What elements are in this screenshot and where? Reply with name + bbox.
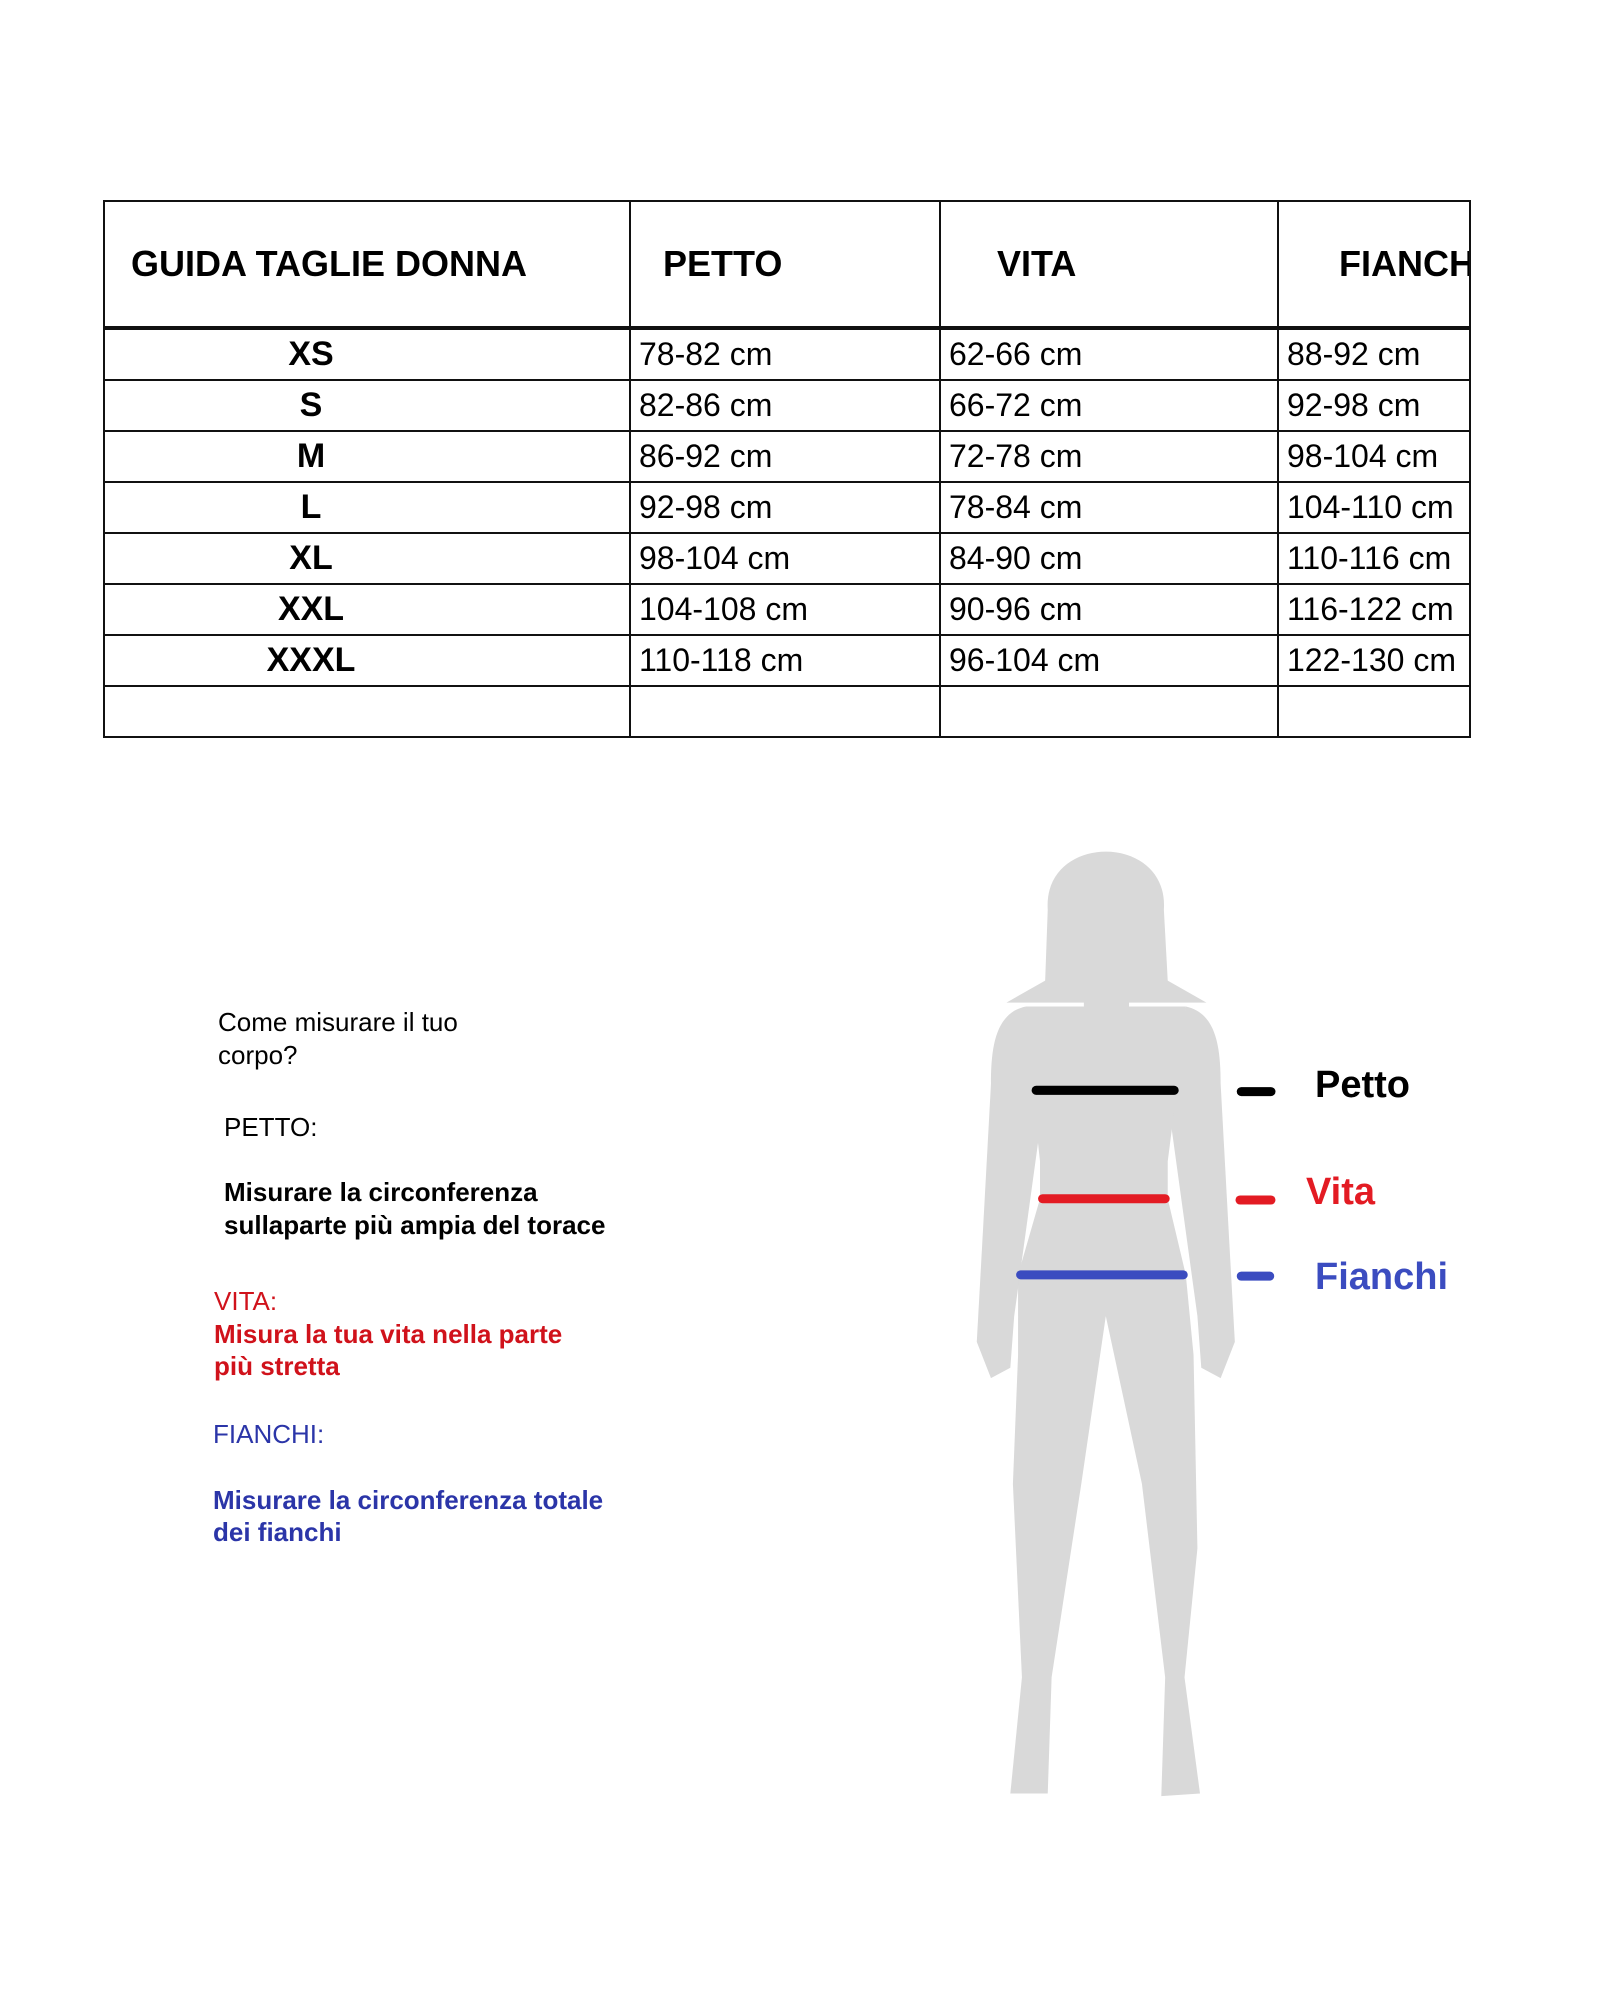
vita-cell: 78-84 cm <box>939 481 1279 534</box>
vita-cell: 84-90 cm <box>939 532 1279 585</box>
size-cell: XS <box>103 327 631 381</box>
header-size-guide: GUIDA TAGLIE DONNA <box>103 200 631 330</box>
header-fianchi: FIANCHI <box>1277 200 1471 330</box>
fianchi-cell: 116-122 cm <box>1277 583 1471 636</box>
table-row: XXL 104-108 cm 90-96 cm 116-122 cm <box>103 583 1471 636</box>
table-row: L 92-98 cm 78-84 cm 104-110 cm <box>103 481 1471 534</box>
size-cell: XL <box>103 532 631 585</box>
neck <box>1083 941 1130 1013</box>
vita-cell: 96-104 cm <box>939 634 1279 687</box>
instructions-title-2: corpo? <box>218 1040 298 1070</box>
fianchi-cell: 98-104 cm <box>1277 430 1471 483</box>
petto-text-1: Misurare la circonferenza <box>224 1177 538 1207</box>
header-petto: PETTO <box>629 200 941 330</box>
vita-text-2: più stretta <box>214 1351 340 1381</box>
fianchi-cell: 122-130 cm <box>1277 634 1471 687</box>
left-arm <box>976 1006 1043 1379</box>
fianchi-legend-label: Fianchi <box>1315 1256 1449 1298</box>
instructions-title-1: Come misurare il tuo <box>218 1007 458 1037</box>
fianchi-cell: 104-110 cm <box>1277 481 1471 534</box>
size-cell: S <box>103 379 631 432</box>
size-cell: XXL <box>103 583 631 636</box>
fianchi-text-2: dei fianchi <box>213 1517 342 1547</box>
size-cell: XXXL <box>103 634 631 687</box>
fianchi-cell <box>1277 685 1471 738</box>
table-row: XXXL 110-118 cm 96-104 cm 122-130 cm <box>103 634 1471 687</box>
size-cell: M <box>103 430 631 483</box>
petto-text-2: sullaparte più ampia del torace <box>224 1210 606 1240</box>
table-row: S 82-86 cm 66-72 cm 92-98 cm <box>103 379 1471 432</box>
right-arm <box>1169 1006 1235 1379</box>
vita-cell: 62-66 cm <box>939 327 1279 381</box>
petto-cell <box>629 685 941 738</box>
petto-cell: 92-98 cm <box>629 481 941 534</box>
fianchi-cell: 110-116 cm <box>1277 532 1471 585</box>
vita-cell: 66-72 cm <box>939 379 1279 432</box>
petto-heading: PETTO: <box>224 1112 318 1142</box>
hair <box>1006 851 1207 1003</box>
table-header-row: GUIDA TAGLIE DONNA PETTO VITA FIANCHI <box>103 200 1471 330</box>
vita-cell: 90-96 cm <box>939 583 1279 636</box>
table-row: M 86-92 cm 72-78 cm 98-104 cm <box>103 430 1471 483</box>
fianchi-cell: 92-98 cm <box>1277 379 1471 432</box>
header-vita: VITA <box>939 200 1279 330</box>
vita-cell: 72-78 cm <box>939 430 1279 483</box>
petto-cell: 78-82 cm <box>629 327 941 381</box>
vita-cell <box>939 685 1279 738</box>
petto-legend-label: Petto <box>1315 1064 1410 1106</box>
table-row <box>103 685 1471 738</box>
petto-cell: 104-108 cm <box>629 583 941 636</box>
size-cell: L <box>103 481 631 534</box>
table-row: XS 78-82 cm 62-66 cm 88-92 cm <box>103 327 1471 381</box>
fianchi-text-1: Misurare la circonferenza totale <box>213 1485 604 1515</box>
vita-legend-label: Vita <box>1306 1171 1376 1213</box>
petto-cell: 82-86 cm <box>629 379 941 432</box>
table-row: XL 98-104 cm 84-90 cm 110-116 cm <box>103 532 1471 585</box>
fianchi-cell: 88-92 cm <box>1277 327 1471 381</box>
size-chart-table: GUIDA TAGLIE DONNA PETTO VITA FIANCHI XS… <box>103 200 1471 738</box>
petto-cell: 98-104 cm <box>629 532 941 585</box>
vita-heading: VITA: <box>214 1286 278 1316</box>
size-cell <box>103 685 631 738</box>
petto-cell: 110-118 cm <box>629 634 941 687</box>
vita-text-1: Misura la tua vita nella parte <box>214 1319 563 1349</box>
silhouette <box>976 851 1235 1797</box>
torso-legs <box>1010 1006 1200 1797</box>
petto-cell: 86-92 cm <box>629 430 941 483</box>
fianchi-heading: FIANCHI: <box>213 1419 325 1449</box>
